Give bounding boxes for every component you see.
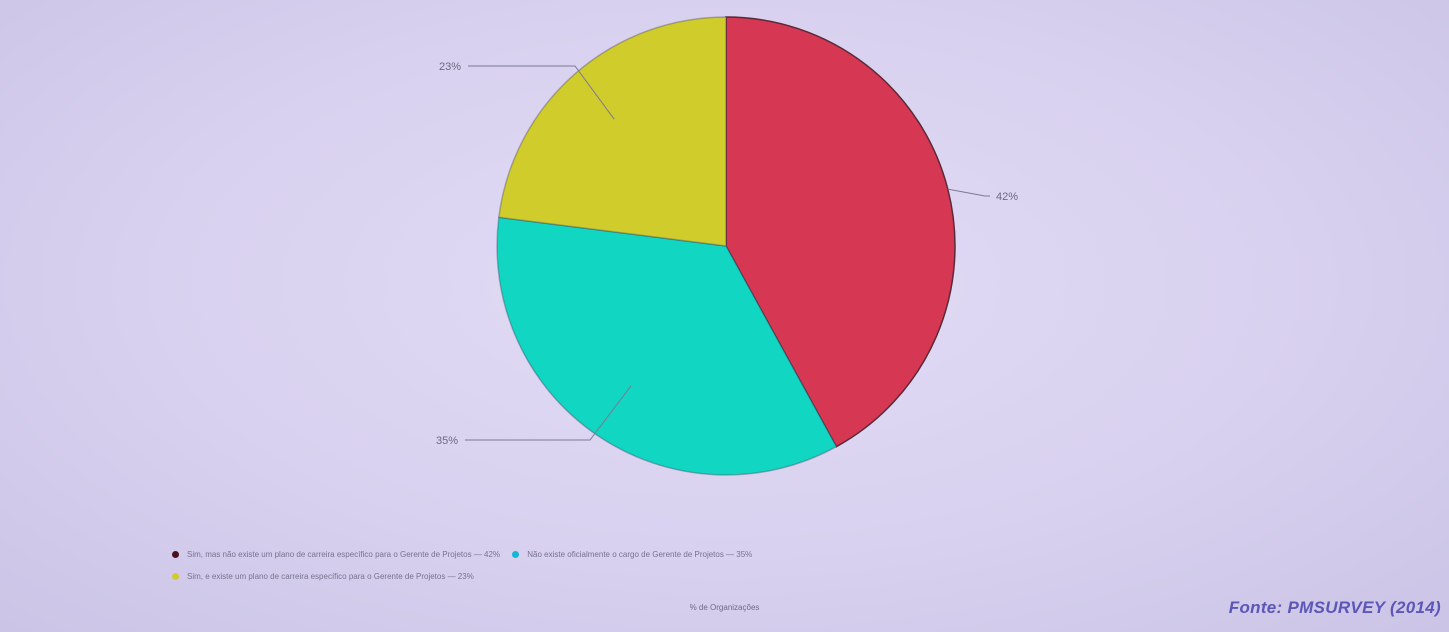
legend-label: Sim, mas não existe um plano de carreira… (187, 550, 501, 559)
x-axis-label: % de Organizações (689, 603, 760, 612)
legend-item: Sim, e existe um plano de carreira espec… (172, 566, 474, 588)
legend-label: Sim, e existe um plano de carreira espec… (187, 572, 474, 581)
slice-value-label: 42% (996, 191, 1018, 203)
source-credit: Fonte: PMSURVEY (2014) (1228, 598, 1441, 617)
legend-label: Não existe oficialmente o cargo de Geren… (527, 550, 753, 559)
label-leader-lines (465, 65, 990, 441)
pie-slice (496, 216, 838, 476)
pie-slices (496, 16, 956, 476)
slice-value-label: 35% (436, 435, 458, 447)
legend-item: Sim, mas não existe um plano de carreira… (172, 544, 500, 566)
pie-slice (725, 16, 956, 448)
leader-line (465, 385, 632, 441)
slice-value-label: 23% (439, 61, 461, 73)
legend-item: Não existe oficialmente o cargo de Geren… (512, 544, 752, 566)
legend-marker-teal (512, 551, 520, 559)
legend-marker-red (172, 551, 179, 559)
pie-slice (497, 16, 727, 247)
leader-line (947, 188, 990, 197)
leader-line (468, 65, 615, 120)
chart-legend: Sim, mas não existe um plano de carreira… (172, 544, 1292, 588)
slice-labels: 42% 35% 23% (436, 61, 1018, 447)
legend-marker-yellow (172, 573, 179, 581)
